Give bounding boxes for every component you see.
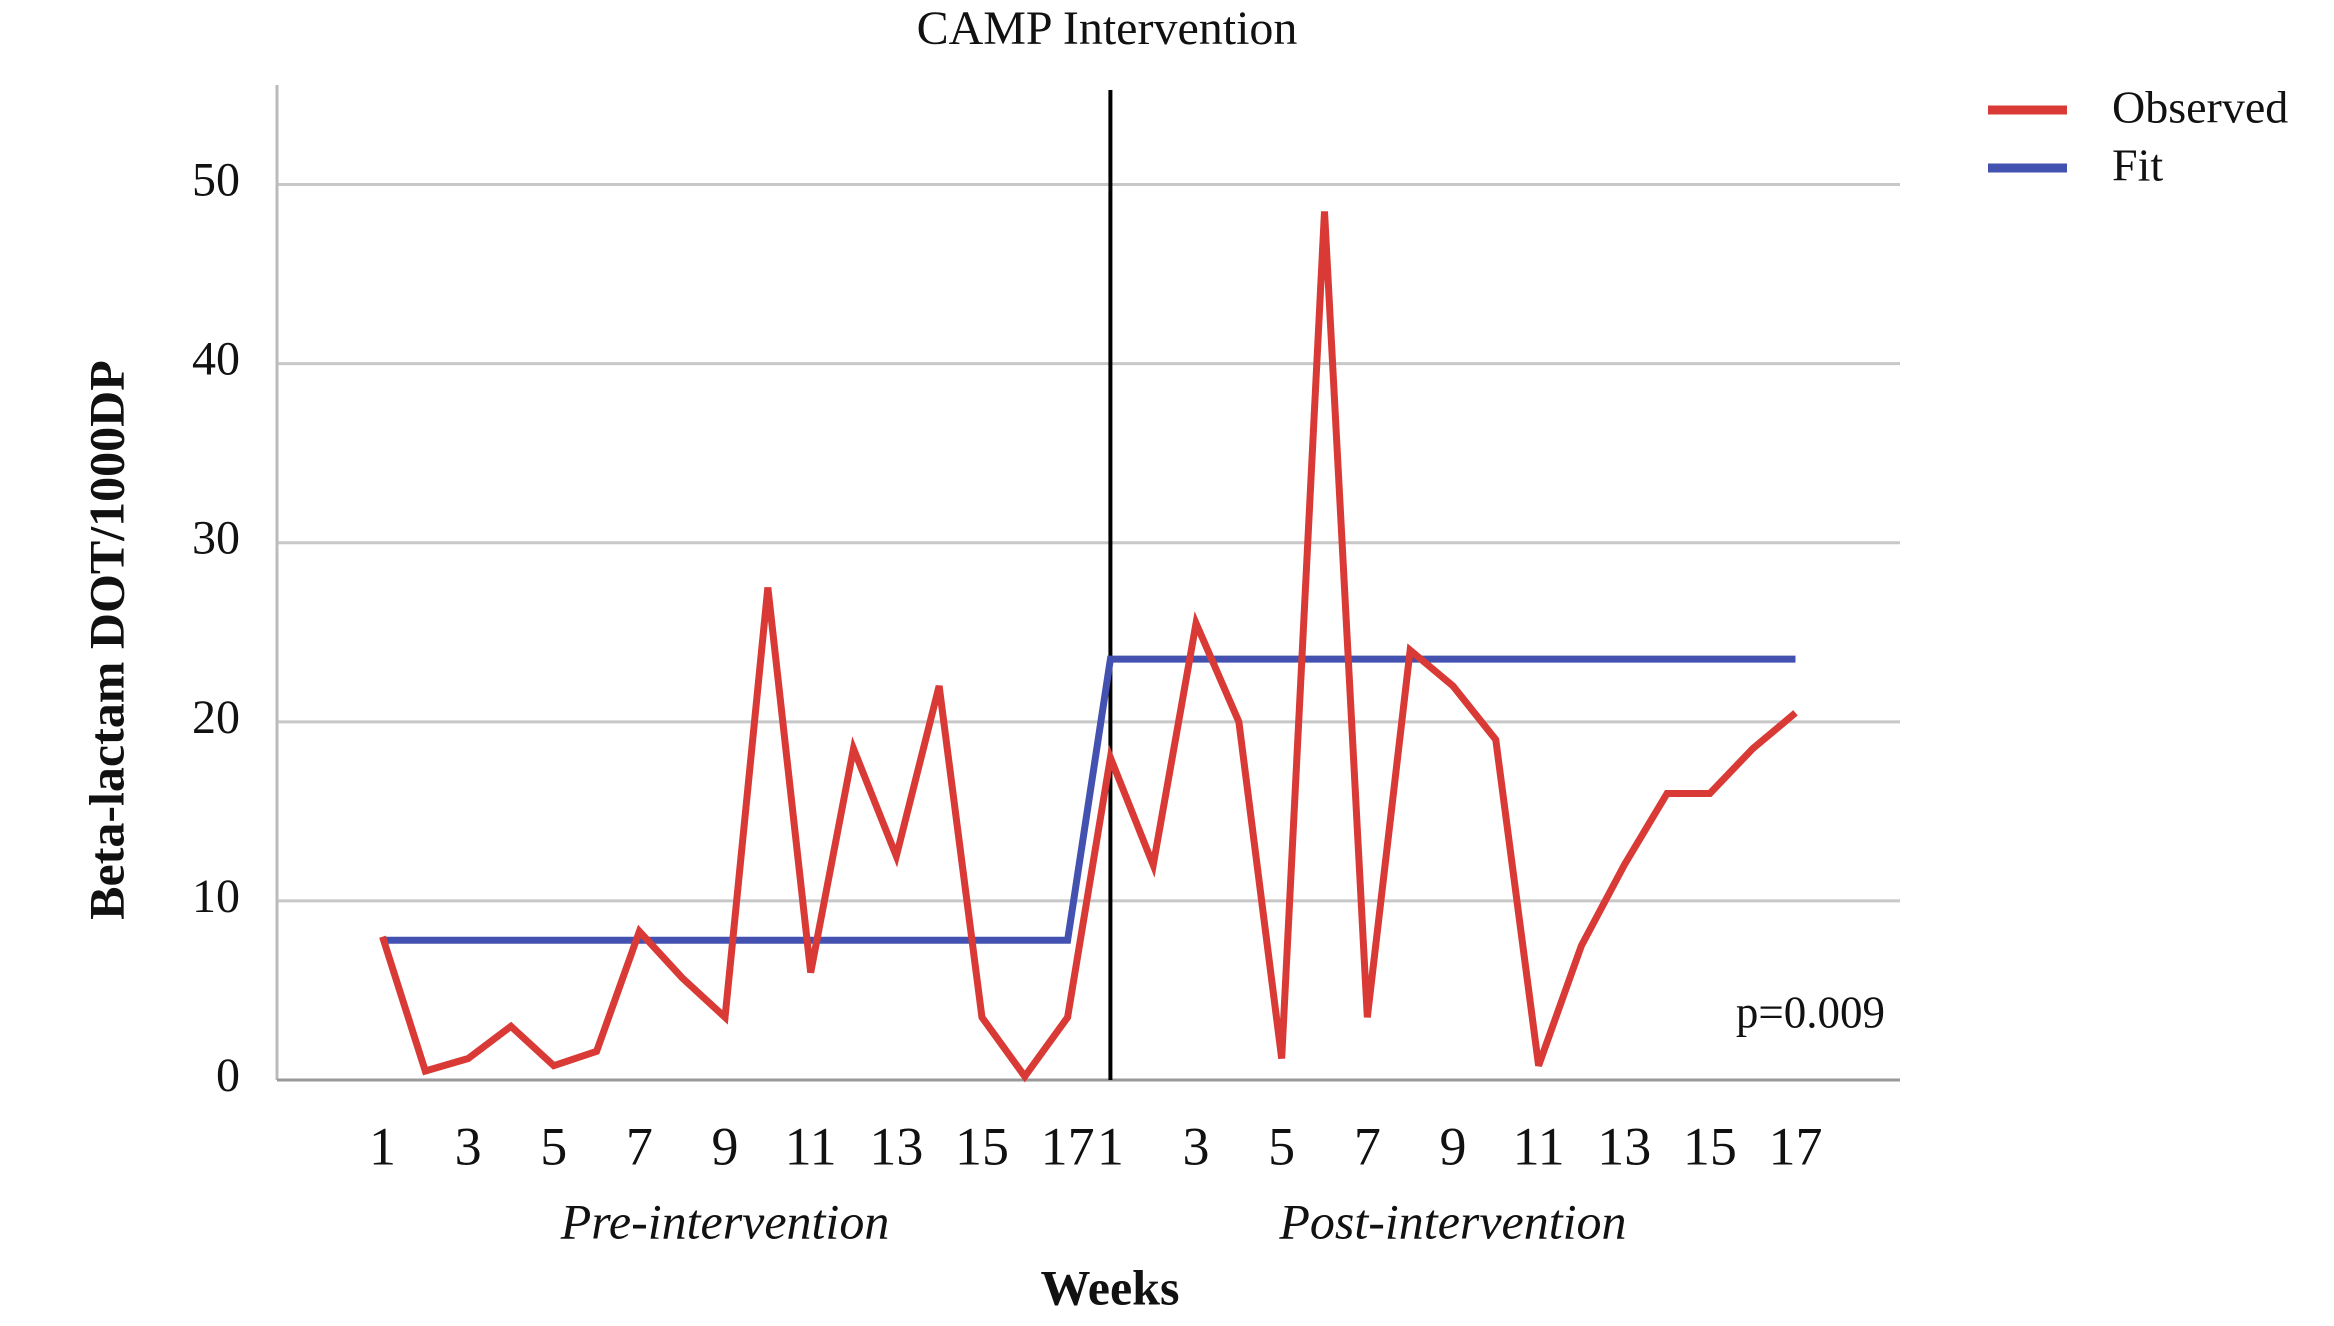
x-tick-label: 1 [369, 1116, 396, 1176]
annotation: p=0.009 [1736, 987, 1885, 1037]
group-label: Pre-intervention [560, 1193, 890, 1249]
x-tick-label: 11 [1513, 1116, 1565, 1176]
y-tick-label: 0 [216, 1049, 240, 1102]
series-line [379, 211, 1798, 1083]
legend-label: Observed [2112, 82, 2288, 133]
x-tick-label: 15 [955, 1116, 1009, 1176]
legend-label: Fit [2112, 140, 2163, 191]
x-tick-label: 7 [626, 1116, 653, 1176]
y-tick-label: 30 [192, 512, 240, 565]
x-tick-label: 17 [1769, 1116, 1823, 1176]
x-tick-label: 5 [540, 1116, 567, 1176]
x-tick-label: 9 [1439, 1116, 1466, 1176]
y-axis-label: Beta-lactam DOT/1000DP [78, 360, 134, 920]
x-tick-label: 3 [1183, 1116, 1210, 1176]
x-tick-label: 15 [1683, 1116, 1737, 1176]
x-tick-label: 3 [455, 1116, 482, 1176]
x-tick-label: 17 [1041, 1116, 1095, 1176]
x-tick-label: 7 [1354, 1116, 1381, 1176]
y-tick-label: 20 [192, 691, 240, 744]
x-tick-label: 9 [712, 1116, 739, 1176]
group-label: Post-intervention [1278, 1193, 1626, 1249]
y-tick-label: 40 [192, 333, 240, 386]
chart-title: CAMP Intervention [917, 2, 1298, 55]
x-tick-label: 5 [1268, 1116, 1295, 1176]
y-tick-label: 50 [192, 154, 240, 207]
x-tick-label: 1 [1097, 1116, 1124, 1176]
x-axis-label: Weeks [1041, 1259, 1180, 1315]
x-tick-label: 13 [869, 1116, 923, 1176]
x-tick-label: 13 [1597, 1116, 1651, 1176]
x-tick-label: 11 [785, 1116, 837, 1176]
y-tick-label: 10 [192, 870, 240, 923]
series-line [382, 655, 1796, 944]
